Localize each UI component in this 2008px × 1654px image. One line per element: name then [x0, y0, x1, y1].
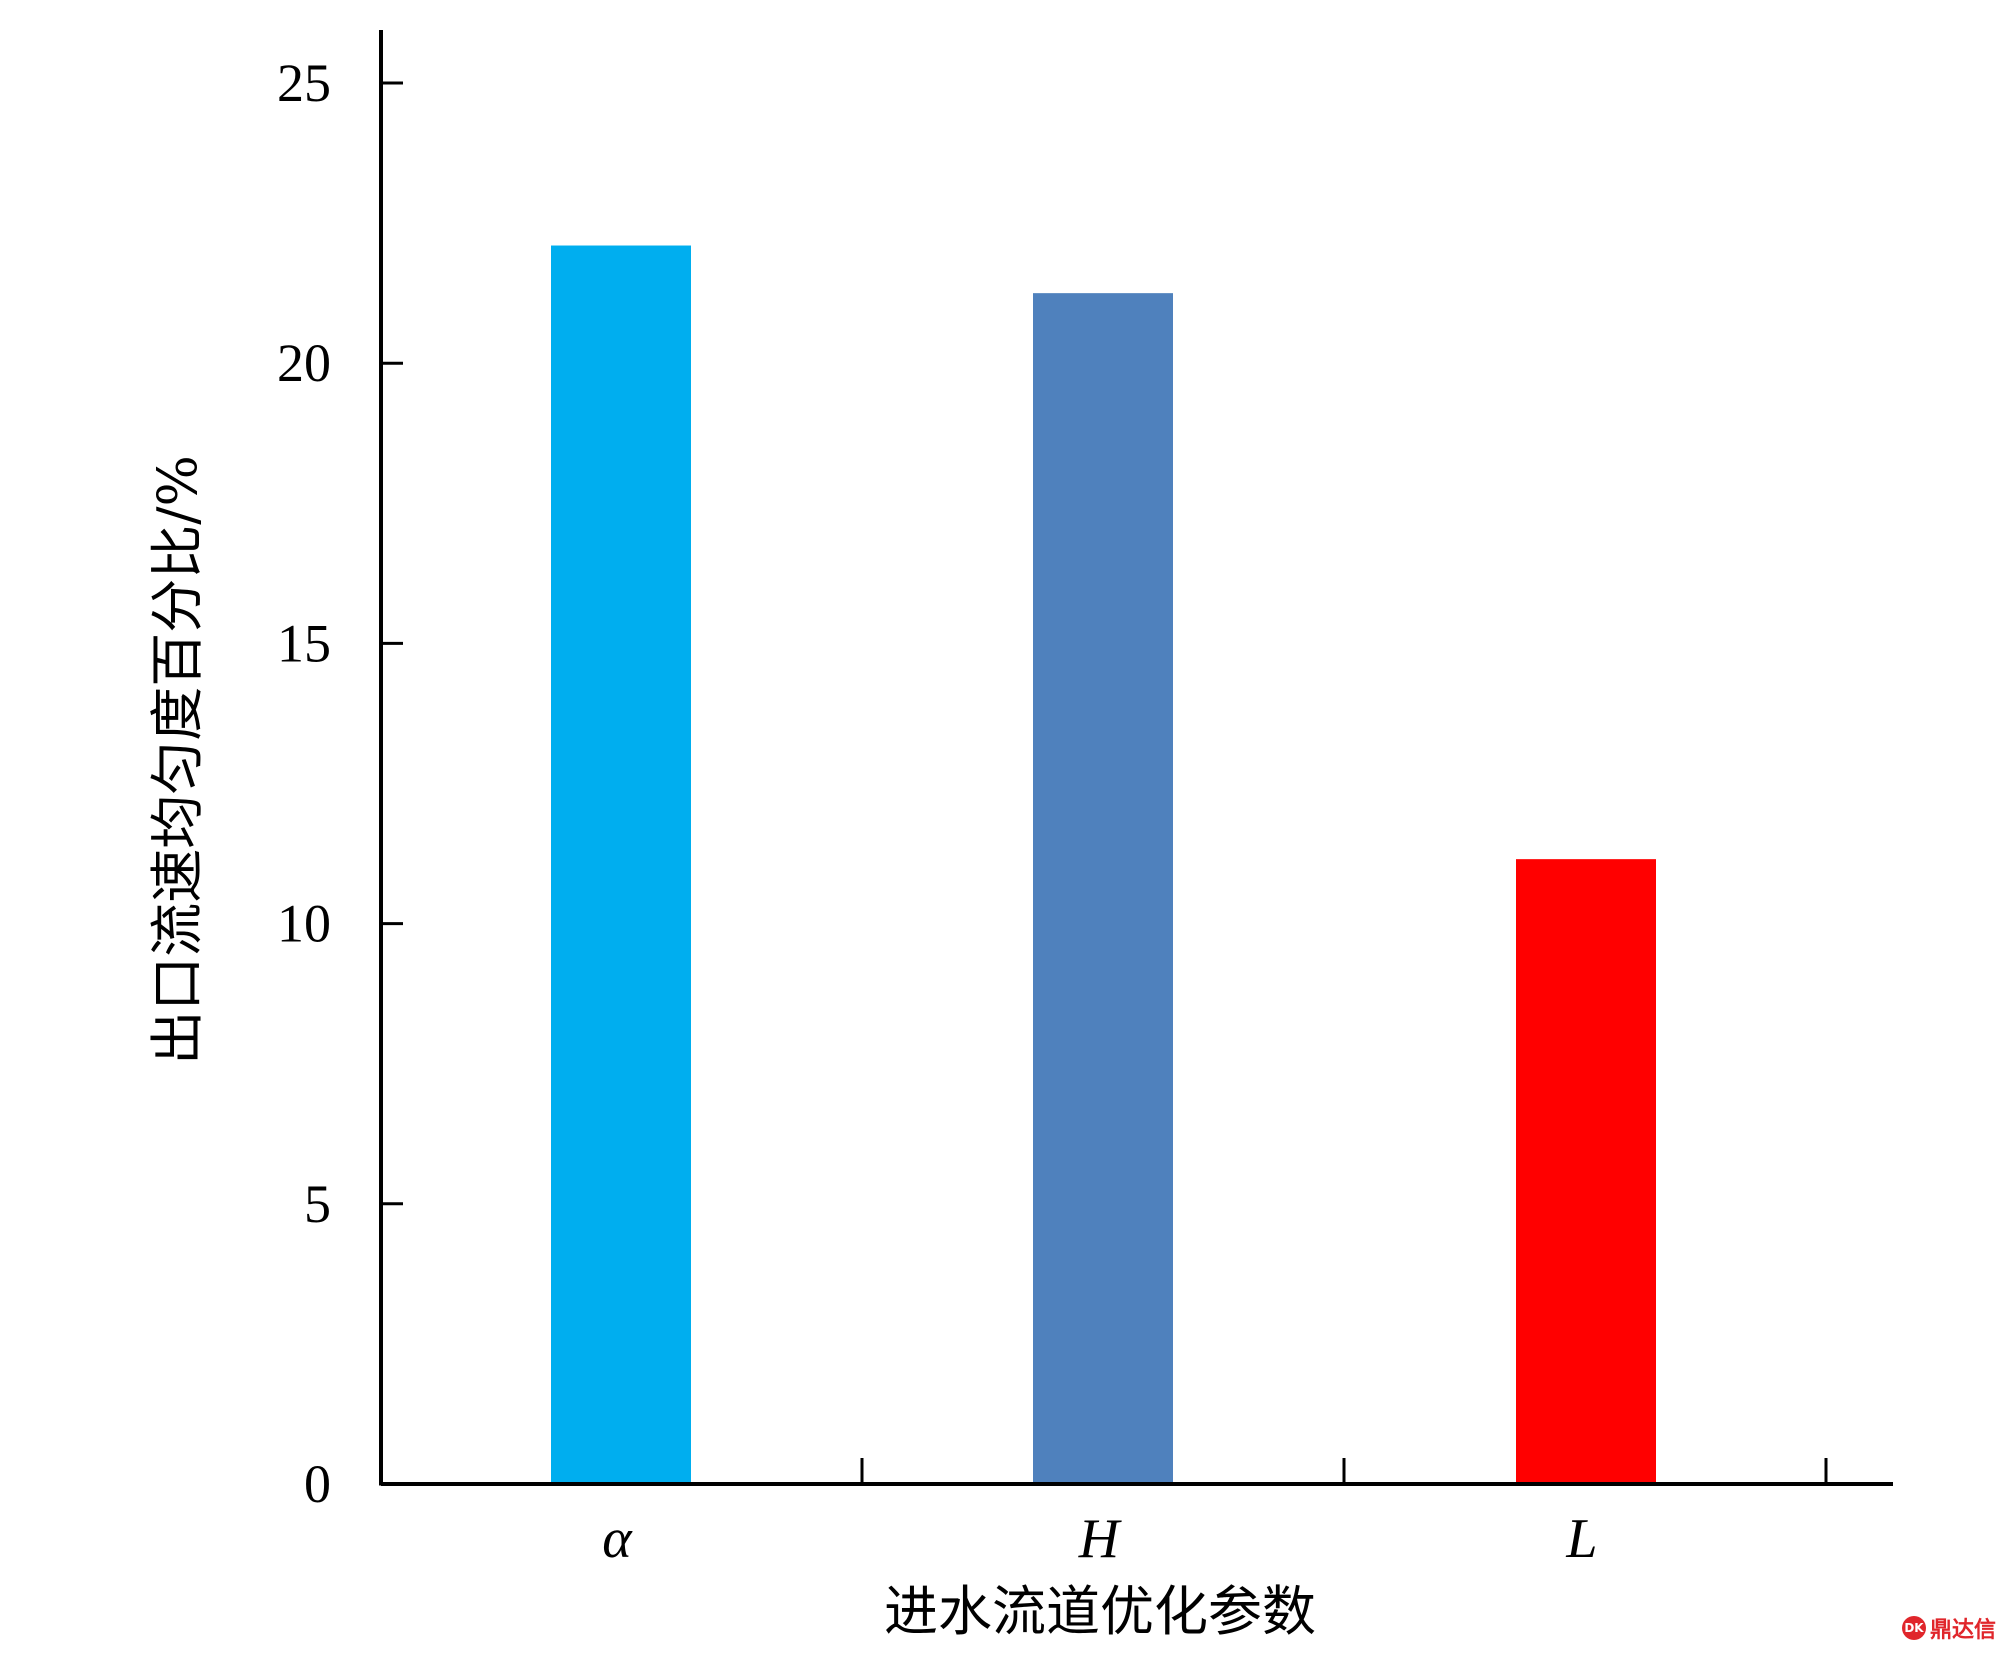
y-tick-label: 25: [277, 53, 331, 113]
bar: [1516, 859, 1656, 1484]
bar: [551, 245, 691, 1485]
y-axis-title: 出口流速均匀度百分比/%: [146, 455, 209, 1065]
y-tick-label: 15: [277, 613, 331, 673]
watermark-logo-icon: DK: [1901, 1616, 1926, 1640]
y-tick-label: 10: [277, 894, 331, 954]
x-tick-label: H: [1078, 1508, 1122, 1570]
watermark: DK 鼎达信: [1901, 1612, 1996, 1644]
y-tick-label: 0: [304, 1454, 331, 1514]
y-tick-label: 20: [277, 333, 331, 393]
watermark-text: 鼎达信: [1929, 1618, 1996, 1643]
x-tick-label: L: [1565, 1508, 1597, 1570]
bar: [1033, 293, 1173, 1484]
y-ticks-group: 0 5 10 15 20 25: [277, 53, 403, 1514]
y-tick-label: 5: [304, 1174, 331, 1234]
x-axis-title: 进水流道优化参数: [884, 1580, 1316, 1643]
bars-group: [551, 245, 1656, 1485]
axes-group: [379, 30, 1893, 1486]
x-ticks-group: [860, 1458, 1828, 1484]
x-tick-label: α: [602, 1508, 633, 1570]
